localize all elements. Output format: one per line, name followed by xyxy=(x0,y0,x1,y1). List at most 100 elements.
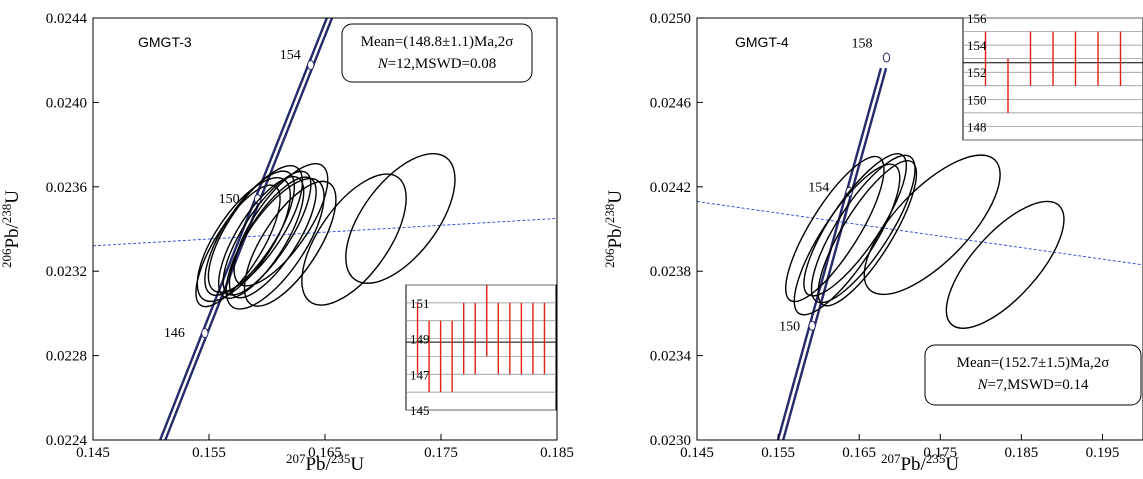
y-axis-title: 206Pb/238U xyxy=(0,190,23,268)
weighted-mean-inset: 145 147 149 151 xyxy=(405,284,557,418)
stats-n-label: N xyxy=(976,377,988,393)
x-axis-element1: Pb xyxy=(305,454,325,475)
x-axis-element2: U xyxy=(945,454,959,475)
x-axis-mass2: 235 xyxy=(331,451,351,466)
concordia-age-marker xyxy=(882,52,891,63)
error-ellipse xyxy=(225,177,325,310)
error-ellipse xyxy=(345,152,456,284)
concordia-age-label: 146 xyxy=(164,326,185,341)
error-ellipse xyxy=(817,159,918,307)
error-ellipse xyxy=(222,170,312,296)
inset-y-tick-label: 154 xyxy=(967,38,987,53)
y-axis-element1: Pb xyxy=(605,228,626,248)
y-tick-label: 0.0232 xyxy=(46,264,87,280)
y-axis-separator: / xyxy=(2,222,23,228)
weighted-mean-inset: 148 150 152 154 156 xyxy=(962,11,1143,141)
inset-y-tick-label: 148 xyxy=(967,119,987,134)
concordia-age-marker xyxy=(808,320,816,331)
y-tick-label: 0.0238 xyxy=(650,264,691,280)
y-axis-mass2: 238 xyxy=(0,204,14,224)
x-tick-label: 0.185 xyxy=(1004,445,1038,461)
stats-mean: Mean=(152.7±1.5)Ma,2σ xyxy=(957,355,1110,371)
concordia-age-marker xyxy=(253,194,262,205)
x-axis-separator: / xyxy=(921,454,927,475)
y-axis-element2: U xyxy=(605,190,626,204)
x-axis-mass1: 207 xyxy=(881,451,901,466)
inset-y-tick-label: 149 xyxy=(410,332,430,347)
x-axis-mass2: 235 xyxy=(926,451,946,466)
y-axis-element1: Pb xyxy=(2,228,23,248)
sample-name: GMGT-3 xyxy=(138,34,192,50)
sample-name: GMGT-4 xyxy=(735,34,789,50)
error-ellipse xyxy=(863,154,1001,296)
plot-frame xyxy=(696,17,1143,441)
y-axis-title: 206Pb/238U xyxy=(602,190,627,268)
y-axis-mass2: 238 xyxy=(602,204,617,224)
x-tick-label: 0.145 xyxy=(76,445,110,461)
x-axis-title: 207Pb/235U xyxy=(881,451,959,476)
concordia-age-marker xyxy=(201,328,209,339)
plot-area xyxy=(697,52,1143,440)
concordia-age-label: 150 xyxy=(779,320,800,335)
discordia-line xyxy=(93,218,557,247)
error-ellipse xyxy=(204,170,296,297)
y-tick-label: 0.0224 xyxy=(46,433,88,449)
stats-mean: Mean=(148.8±1.1)Ma,2σ xyxy=(361,34,514,50)
error-ellipse xyxy=(233,163,329,287)
error-ellipse xyxy=(243,180,337,307)
concordia-curve-right xyxy=(781,67,888,440)
concordia-age-marker xyxy=(307,60,315,71)
y-axis-separator: / xyxy=(605,222,626,228)
x-axis-separator: / xyxy=(326,454,332,475)
concordia-age-label: 154 xyxy=(808,181,829,196)
x-tick-label: 0.195 xyxy=(1086,445,1120,461)
y-tick-label: 0.0246 xyxy=(650,95,692,111)
y-tick-label: 0.0242 xyxy=(650,180,691,196)
error-ellipse xyxy=(785,155,885,303)
x-axis-element2: U xyxy=(350,454,364,475)
stats-n-label: N xyxy=(377,56,389,72)
x-axis-title: 207Pb/235U xyxy=(286,451,364,476)
x-tick-label: 0.145 xyxy=(680,445,714,461)
stats-box xyxy=(924,344,1142,406)
y-tick-label: 0.0244 xyxy=(46,11,88,27)
error-ellipse xyxy=(810,154,916,304)
inset-y-tick-label: 150 xyxy=(967,92,987,107)
x-tick-label: 0.155 xyxy=(192,445,226,461)
concordia-age-label: 158 xyxy=(851,37,872,52)
inset-frame xyxy=(405,284,557,411)
stats-box xyxy=(341,23,533,83)
inset-y-tick-label: 156 xyxy=(967,11,987,26)
y-tick-label: 0.0250 xyxy=(650,11,691,27)
stats-n-mswd-value: =12,MSWD=0.08 xyxy=(388,56,497,72)
stats-n-mswd: N=7,MSWD=0.14 xyxy=(976,377,1089,393)
inset-y-tick-label: 147 xyxy=(410,367,430,382)
x-tick-label: 0.165 xyxy=(842,445,876,461)
concordia-plot-1: 146 150 154 0.145 0.155 0.165 0.175 0.185 0.0224… xyxy=(0,11,574,476)
concordia-plot-2: 150 154 158 0.145 0.155 0.165 0.175 0.185 0.195 0… xyxy=(602,11,1143,476)
inset-y-tick-label: 151 xyxy=(410,296,430,311)
concordia-age-label: 150 xyxy=(219,192,240,207)
x-tick-label: 0.175 xyxy=(923,445,957,461)
x-axis-mass1: 207 xyxy=(286,451,306,466)
y-axis-mass1: 206 xyxy=(0,248,14,268)
inset-y-tick-label: 145 xyxy=(410,403,430,418)
concordia-curve-left xyxy=(776,67,883,440)
error-ellipse xyxy=(301,173,407,306)
error-ellipse xyxy=(207,165,304,293)
discordia-line xyxy=(697,201,1143,266)
x-tick-label: 0.185 xyxy=(540,445,574,461)
stats-n-mswd-value: =7,MSWD=0.14 xyxy=(987,377,1089,393)
error-ellipse xyxy=(945,200,1065,329)
x-tick-label: 0.155 xyxy=(761,445,795,461)
concordia-age-label: 154 xyxy=(280,48,301,63)
y-tick-label: 0.0236 xyxy=(46,180,88,196)
stats-n-mswd: N=12,MSWD=0.08 xyxy=(377,56,497,72)
x-tick-label: 0.175 xyxy=(424,445,458,461)
plot-area xyxy=(93,18,557,440)
y-axis-mass1: 206 xyxy=(602,248,617,268)
x-axis-element1: Pb xyxy=(900,454,920,475)
y-tick-label: 0.0234 xyxy=(650,349,692,365)
inset-y-tick-label: 152 xyxy=(967,65,987,80)
